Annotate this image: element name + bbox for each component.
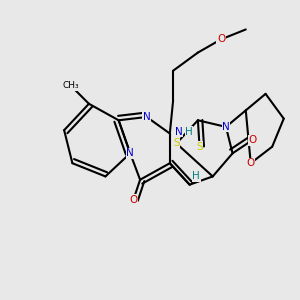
Text: O: O <box>129 194 138 205</box>
Text: N: N <box>175 127 182 137</box>
Text: O: O <box>248 135 256 145</box>
Text: O: O <box>247 158 255 168</box>
Text: O: O <box>217 34 225 44</box>
Text: N: N <box>222 122 230 132</box>
Text: N: N <box>126 148 134 158</box>
Text: S: S <box>196 142 203 152</box>
Text: CH₃: CH₃ <box>62 81 79 90</box>
Text: H: H <box>185 127 193 137</box>
Text: S: S <box>173 138 180 148</box>
Text: H: H <box>192 171 200 182</box>
Text: N: N <box>143 112 151 122</box>
